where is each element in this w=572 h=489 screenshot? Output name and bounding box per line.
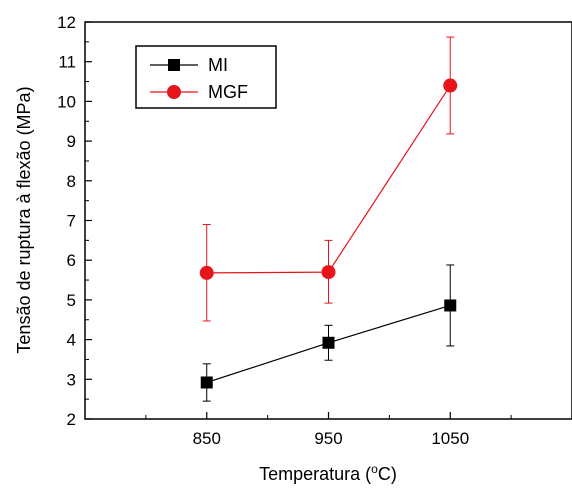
data-point-mi [444,299,457,312]
legend-label-mi: MI [208,55,228,75]
y-tick-label-4: 4 [67,331,76,350]
data-point-mgf [321,265,336,280]
x-axis-title: Temperatura (oC) [259,462,397,484]
legend-label-mgf: MGF [208,82,248,102]
y-tick-label-9: 9 [67,132,76,151]
y-tick-label-10: 10 [57,92,76,111]
x-tick-label-950: 950 [314,429,342,448]
y-tick-label-12: 12 [57,13,76,32]
y-tick-label-7: 7 [67,212,76,231]
y-tick-label-5: 5 [67,291,76,310]
x-axis-ticks: 850 950 1050 [145,412,512,448]
y-axis-ticks: 2 3 4 5 6 7 8 9 10 11 12 [57,13,92,429]
legend: MI MGF [135,45,277,109]
legend-marker-mi [168,59,180,71]
data-point-mi [200,376,213,389]
data-point-mi [322,336,335,349]
series-layer [199,36,458,402]
y-axis-title: Tensão de ruptura à flexão (MPa) [14,86,34,353]
y-tick-label-6: 6 [67,251,76,270]
y-tick-label-2: 2 [67,410,76,429]
legend-box [135,45,277,109]
y-tick-label-3: 3 [67,370,76,389]
legend-marker-mgf [167,85,181,99]
y-tick-label-11: 11 [58,53,76,72]
data-point-mgf [443,78,458,93]
y-tick-label-8: 8 [67,172,76,191]
data-point-mgf [199,265,214,280]
x-tick-label-1050: 1050 [431,429,469,448]
x-tick-label-850: 850 [193,429,221,448]
